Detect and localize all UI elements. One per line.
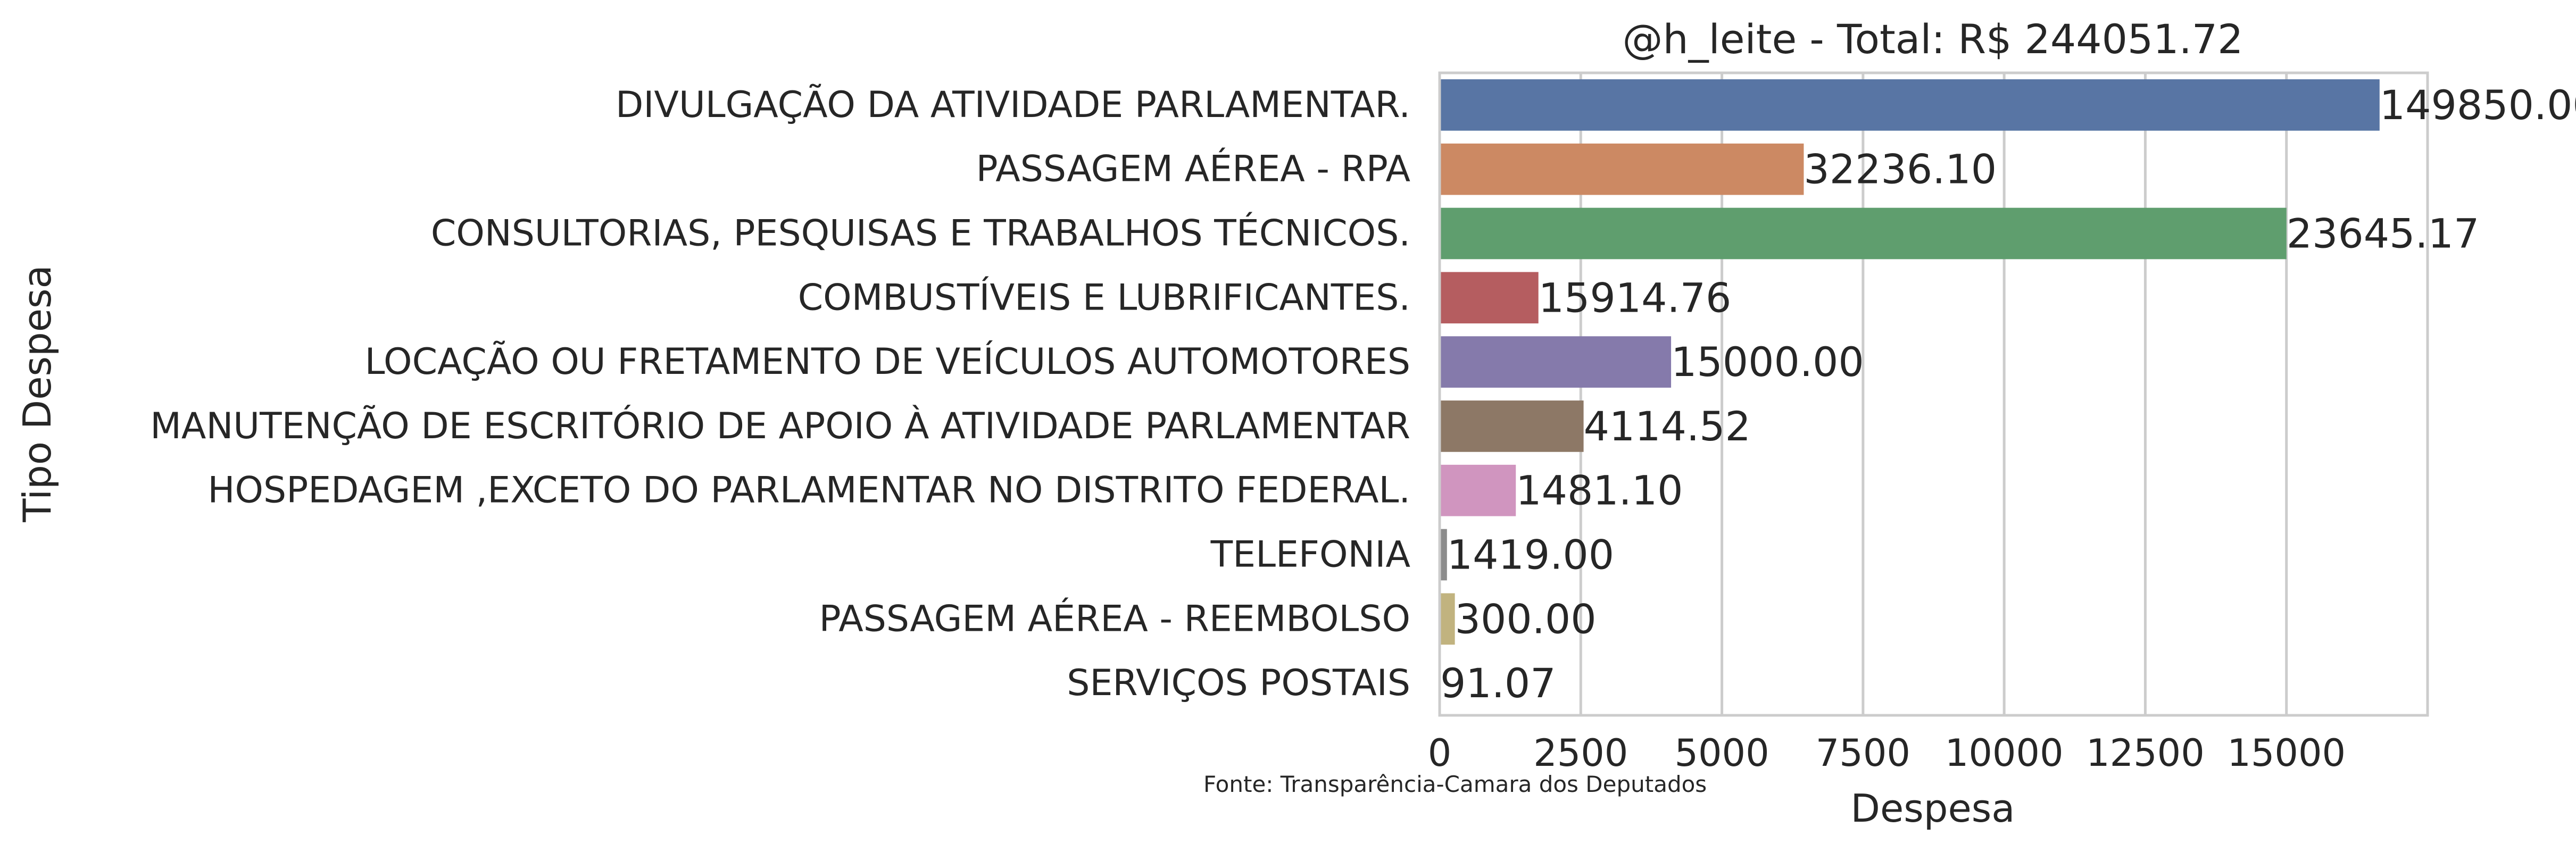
x-tick-label: 7500 — [1816, 731, 1910, 775]
data-label: 149850.00 — [2380, 81, 2576, 129]
bar — [1440, 79, 2380, 131]
source-note: Fonte: Transparência-Camara dos Deputado… — [1203, 771, 1707, 797]
category-label: DIVULGAÇÃO DA ATIVIDADE PARLAMENTAR. — [616, 83, 1410, 126]
data-label: 1419.00 — [1447, 531, 1614, 579]
category-label: CONSULTORIAS, PESQUISAS E TRABALHOS TÉCN… — [431, 212, 1410, 255]
x-tick-label: 15000 — [2227, 731, 2346, 775]
category-label: LOCAÇÃO OU FRETAMENTO DE VEÍCULOS AUTOMO… — [365, 340, 1410, 383]
category-labels: DIVULGAÇÃO DA ATIVIDADE PARLAMENTAR. PASS… — [150, 83, 1410, 704]
data-label: 4114.52 — [1584, 403, 1751, 450]
x-tick-label: 0 — [1428, 731, 1452, 775]
category-label: COMBUSTÍVEIS E LUBRIFICANTES. — [798, 276, 1410, 319]
x-axis-label: Despesa — [1851, 786, 2015, 831]
x-tick-label: 10000 — [1945, 731, 2064, 775]
category-label: SERVIÇOS POSTAIS — [1067, 662, 1410, 704]
category-label: MANUTENÇÃO DE ESCRITÓRIO DE APOIO À ATIV… — [150, 405, 1410, 447]
bar — [1440, 336, 1671, 388]
category-label: HOSPEDAGEM ,EXCETO DO PARLAMENTAR NO DIS… — [207, 470, 1410, 512]
x-tick-labels: 0 2500 5000 7500 10000 12500 15000 — [1428, 731, 2346, 775]
bar — [1440, 400, 1584, 452]
data-label: 32236.10 — [1804, 146, 1997, 193]
data-label: 300.00 — [1455, 595, 1597, 642]
bar — [1440, 144, 1804, 195]
data-label: 23645.17 — [2287, 210, 2480, 257]
bar — [1440, 208, 2287, 260]
y-axis-label: Tipo Despesa — [15, 265, 60, 522]
bar — [1440, 465, 1516, 516]
data-label: 15914.76 — [1539, 274, 1732, 321]
category-label: PASSAGEM AÉREA - REEMBOLSO — [819, 597, 1410, 640]
bar — [1440, 272, 1539, 323]
category-label: TELEFONIA — [1210, 534, 1410, 576]
x-tick-label: 2500 — [1533, 731, 1628, 775]
data-label: 15000.00 — [1671, 338, 1864, 386]
category-label: PASSAGEM AÉREA - RPA — [976, 148, 1410, 190]
data-label: 1481.10 — [1516, 467, 1683, 514]
chart-title: @h_leite - Total: R$ 244051.72 — [1622, 15, 2243, 63]
data-label: 91.07 — [1440, 659, 1556, 707]
bar — [1440, 593, 1455, 645]
x-tick-label: 5000 — [1674, 731, 1769, 775]
x-tick-label: 12500 — [2086, 731, 2205, 775]
